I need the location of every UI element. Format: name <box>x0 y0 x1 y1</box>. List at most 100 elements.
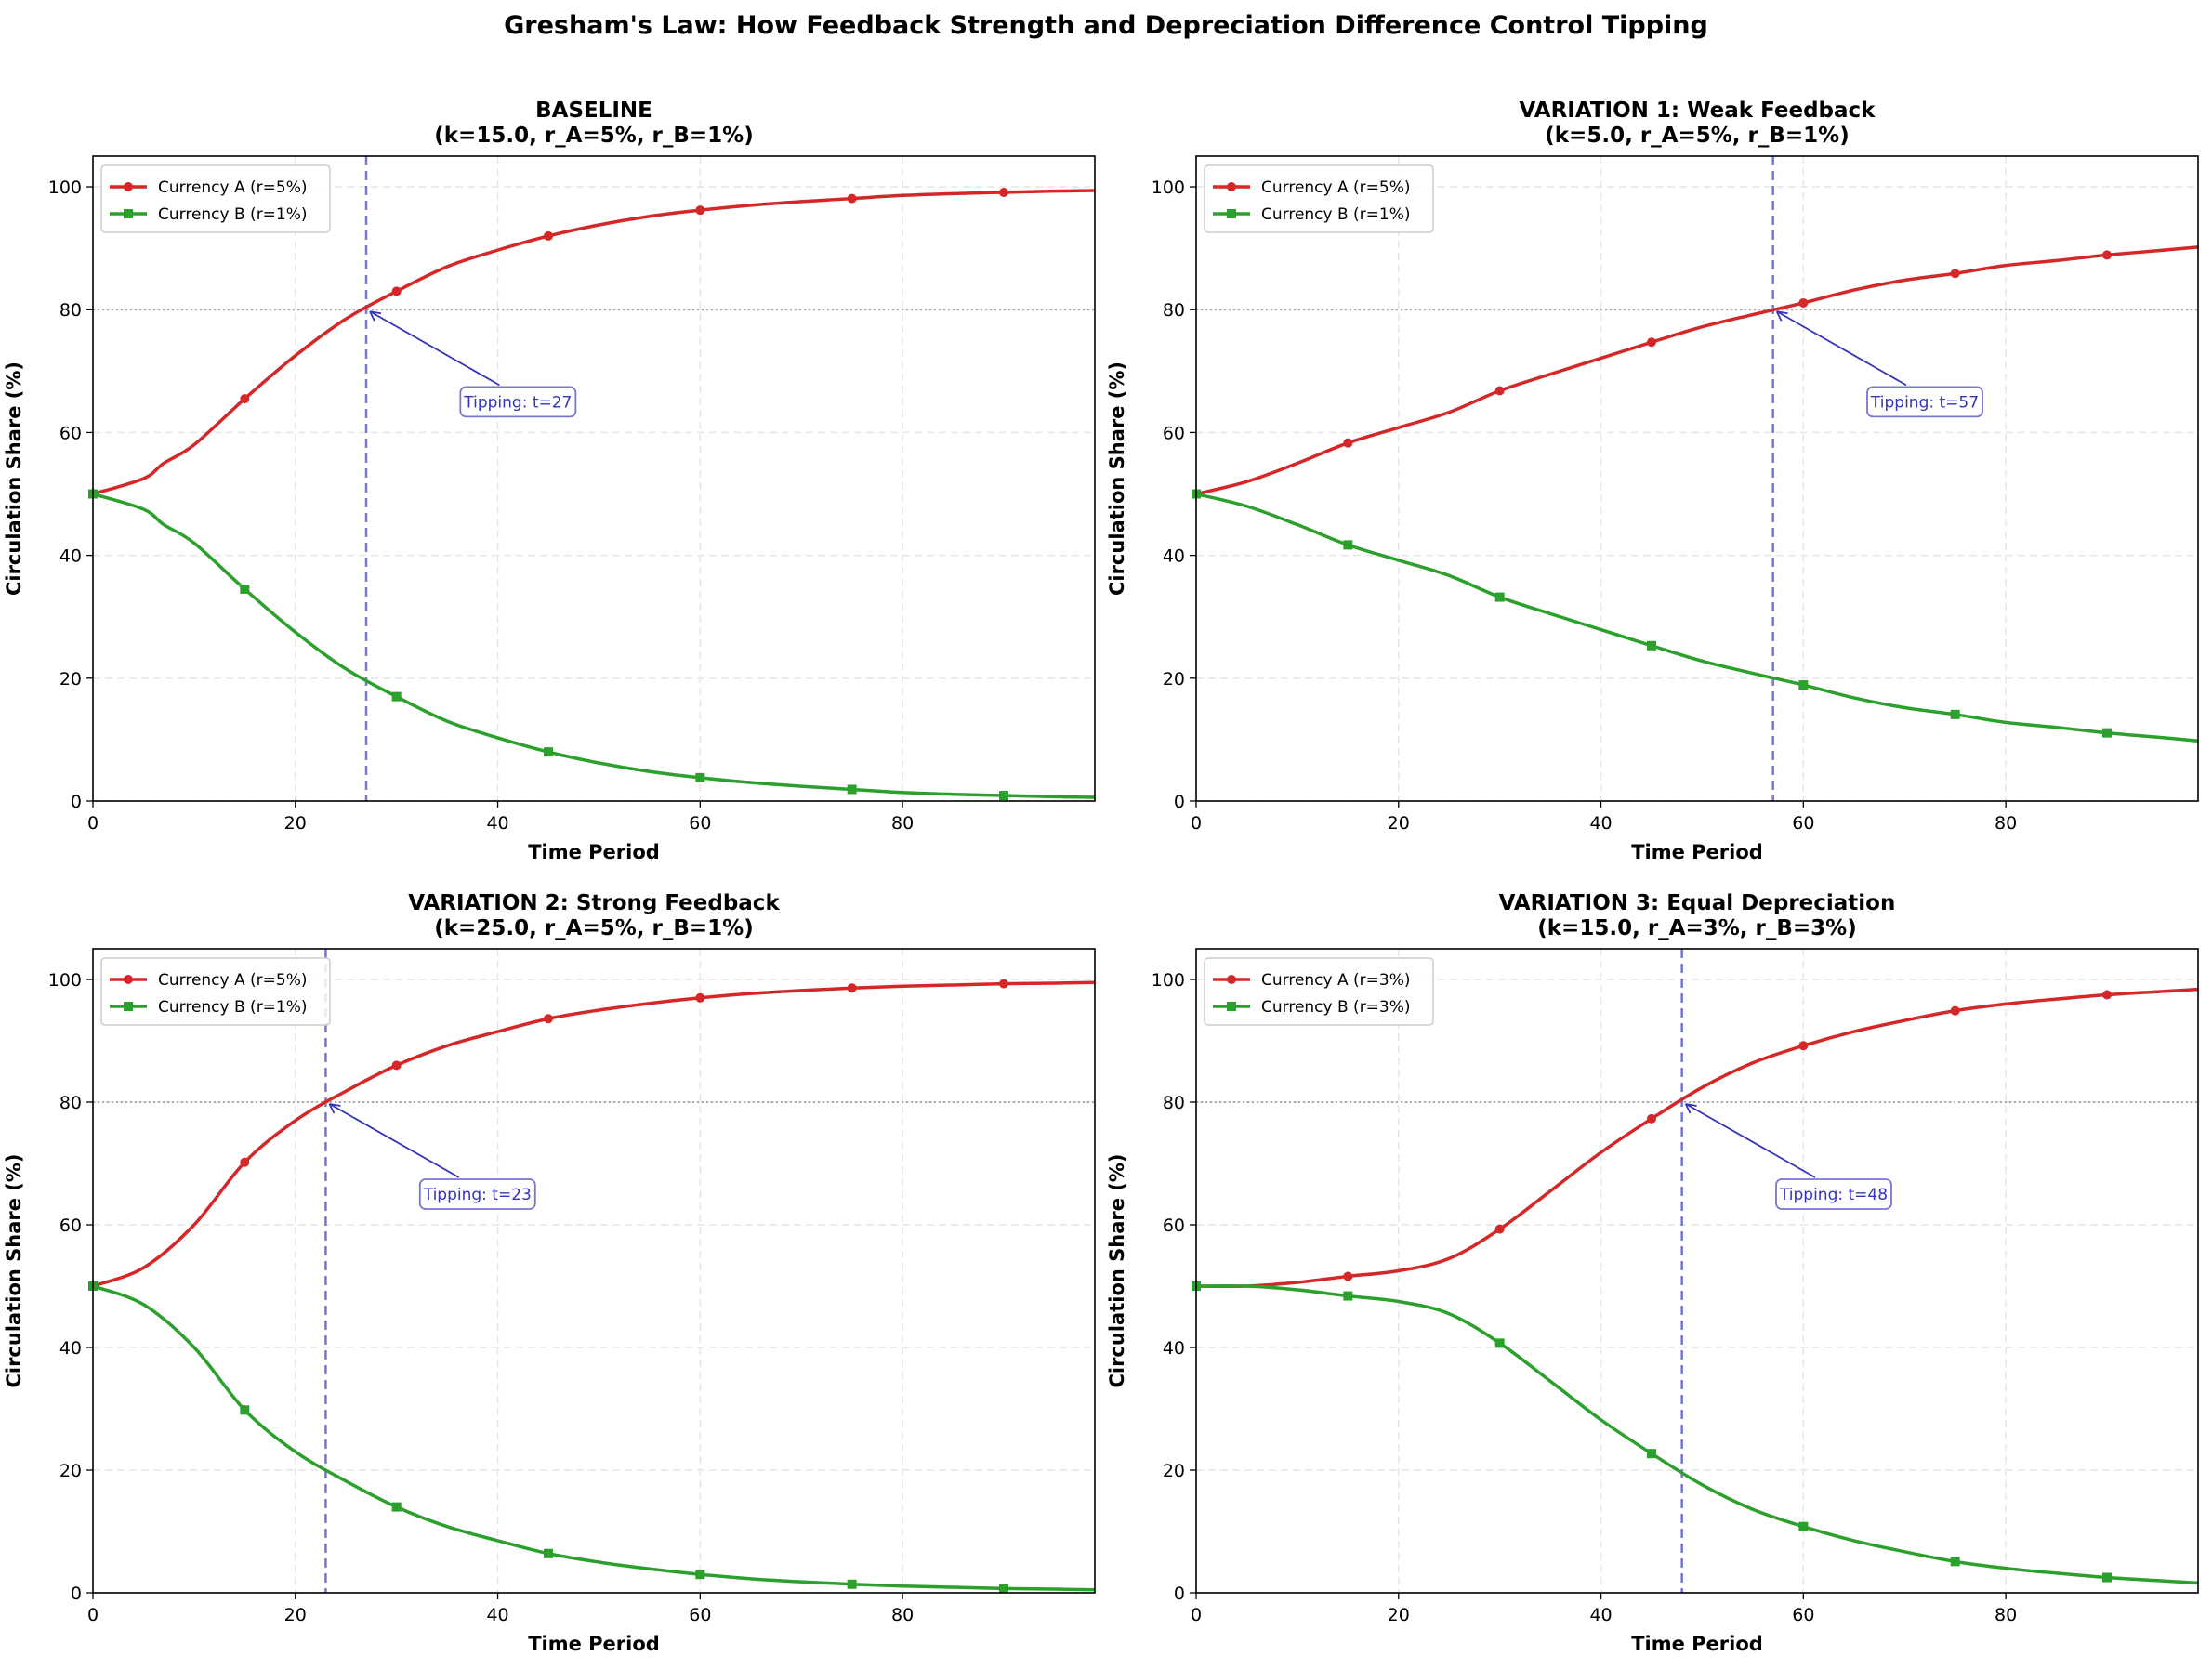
subplot-subtitle: (k=15.0, r_A=3%, r_B=3%) <box>1537 916 1856 940</box>
legend-box <box>100 957 331 1026</box>
x-tick-label: 0 <box>87 813 99 834</box>
data-point-currency-a <box>1343 438 1353 448</box>
x-tick-label: 40 <box>1589 813 1612 834</box>
data-point-currency-a <box>1798 1041 1809 1051</box>
x-tick-label: 40 <box>1589 1605 1612 1625</box>
subplot-title: VARIATION 3: Equal Depreciation <box>1499 891 1896 915</box>
legend-label: Currency B (r=1%) <box>1261 205 1411 224</box>
data-point-currency-a <box>1494 1224 1505 1234</box>
x-tick-label: 40 <box>486 813 508 834</box>
annotation-text: Tipping: t=48 <box>1779 1186 1888 1204</box>
legend: Currency A (r=3%) Currency B (r=3%) <box>1204 957 1434 1026</box>
data-point-currency-a <box>999 979 1008 989</box>
x-tick-label: 80 <box>1995 1605 2017 1625</box>
data-point-currency-b <box>1647 1449 1656 1459</box>
arrow-head <box>1775 310 1788 322</box>
x-axis-label: Time Period <box>528 1633 660 1655</box>
data-point-currency-b <box>544 747 553 757</box>
x-axis-label: Time Period <box>1631 1633 1763 1655</box>
arrow-head <box>328 1103 341 1114</box>
y-axis-label: Circulation Share (%) <box>1106 361 1128 596</box>
legend-label: Currency B (r=1%) <box>158 998 308 1017</box>
x-tick-label: 80 <box>1995 813 2017 834</box>
data-point-currency-a <box>2102 250 2112 260</box>
y-axis-label: Circulation Share (%) <box>3 361 25 596</box>
annotation-arrow <box>1687 1104 1816 1178</box>
y-tick-label: 0 <box>1174 792 1185 812</box>
y-tick-label: 80 <box>59 1093 82 1113</box>
arrow-head <box>369 310 382 322</box>
annotation-arrow <box>330 1104 460 1178</box>
axes-frame <box>92 948 1096 1594</box>
legend-label: Currency B (r=3%) <box>1261 998 1411 1017</box>
y-tick-label: 100 <box>48 970 82 991</box>
data-point-currency-a <box>1950 269 1960 279</box>
legend: Currency A (r=5%) Currency B (r=1%) <box>1204 164 1434 233</box>
data-point-currency-b <box>1647 640 1656 651</box>
data-point-currency-b <box>1343 1291 1353 1301</box>
data-point-currency-b <box>1798 1521 1809 1531</box>
data-point-currency-b <box>240 1405 250 1415</box>
y-axis-label: Circulation Share (%) <box>3 1153 25 1387</box>
y-tick-label: 0 <box>71 1584 82 1604</box>
data-point-currency-b <box>847 784 857 795</box>
data-point-currency-a <box>1647 1113 1656 1124</box>
data-point-currency-a <box>544 230 553 241</box>
subplot-title: VARIATION 2: Strong Feedback <box>408 891 780 915</box>
annotation-box <box>1775 1178 1892 1210</box>
data-point-currency-a <box>695 205 705 216</box>
x-tick-label: 0 <box>1191 813 1202 834</box>
series-line-currency-b <box>1196 1283 2198 1585</box>
y-tick-label: 20 <box>59 669 82 690</box>
y-tick-label: 80 <box>1163 300 1185 321</box>
subplot-1: BASELINE(k=15.0, r_A=5%, r_B=1%) 0 20 40 60 8… <box>3 99 1096 863</box>
subplot-subtitle: (k=25.0, r_A=5%, r_B=1%) <box>434 916 753 940</box>
subplot-subtitle: (k=5.0, r_A=5%, r_B=1%) <box>1545 124 1849 148</box>
data-point-currency-b <box>240 584 250 594</box>
annotation-text: Tipping: t=27 <box>463 393 572 412</box>
subplot-2: VARIATION 1: Weak Feedback(k=5.0, r_A=5%… <box>1106 99 2199 863</box>
y-tick-label: 60 <box>59 1216 82 1236</box>
axes-frame <box>92 155 1096 802</box>
series-line-currency-a <box>93 980 1095 1288</box>
x-tick-label: 20 <box>1388 813 1410 834</box>
y-tick-label: 40 <box>1163 546 1185 567</box>
series-line-currency-b <box>1196 492 2198 743</box>
y-tick-label: 60 <box>1163 1216 1185 1236</box>
series-line-currency-a <box>93 189 1095 496</box>
data-point-currency-b <box>695 1570 705 1580</box>
annotation-box <box>1866 386 1983 418</box>
axes-frame <box>1195 948 2199 1594</box>
series-line-currency-b <box>93 1284 1095 1592</box>
x-tick-label: 80 <box>891 813 914 834</box>
data-point-currency-b <box>1494 592 1505 602</box>
legend-label: Currency A (r=3%) <box>1261 971 1411 990</box>
series-line-currency-b <box>93 492 1095 799</box>
data-point-currency-a <box>240 394 250 404</box>
series-line-currency-a <box>1196 987 2198 1289</box>
legend-box <box>100 164 331 233</box>
annotation-text: Tipping: t=57 <box>1870 393 1979 412</box>
y-tick-label: 100 <box>1152 177 1185 198</box>
data-point-currency-a <box>847 983 857 993</box>
y-tick-label: 0 <box>1174 1584 1185 1604</box>
x-tick-label: 20 <box>284 1605 307 1625</box>
annotation-box <box>459 386 577 418</box>
data-point-currency-a <box>1950 1005 1960 1016</box>
data-point-currency-b <box>847 1579 857 1589</box>
x-axis-label: Time Period <box>528 841 660 863</box>
annotation-arrow <box>371 311 500 387</box>
y-axis-label: Circulation Share (%) <box>1106 1153 1128 1387</box>
y-tick-label: 20 <box>1163 669 1185 690</box>
annotation-arrow <box>1778 311 1907 387</box>
y-tick-label: 100 <box>48 177 82 198</box>
data-point-currency-a <box>695 992 705 1003</box>
x-tick-label: 60 <box>1792 813 1814 834</box>
data-point-currency-a <box>2102 990 2112 1000</box>
legend-marker-square <box>1227 209 1236 218</box>
data-point-currency-b <box>1950 1557 1960 1567</box>
arrow-head <box>1684 1103 1697 1114</box>
x-tick-label: 80 <box>891 1605 914 1625</box>
legend-marker-circle <box>124 182 133 191</box>
